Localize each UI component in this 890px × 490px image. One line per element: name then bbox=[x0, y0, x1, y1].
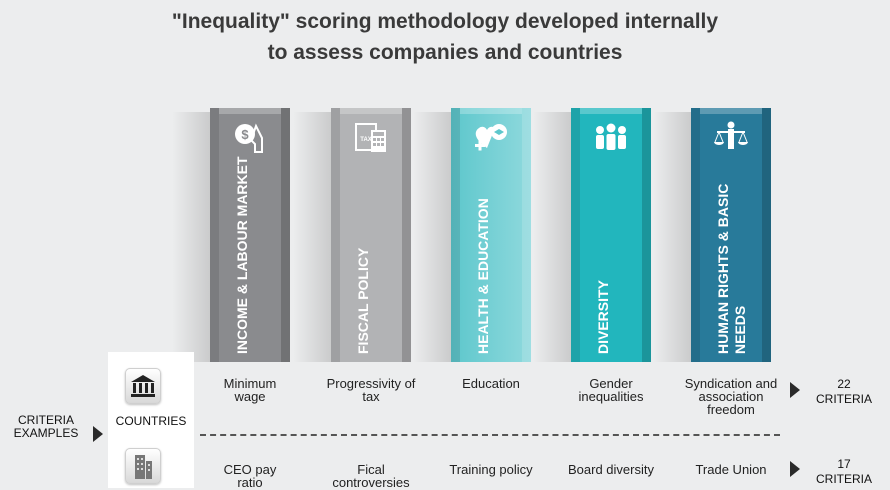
companies-count-number: 17 bbox=[837, 457, 851, 471]
pillar-income-labour: $ INCOME & LABOUR MARKET bbox=[172, 108, 290, 362]
health-education-icon bbox=[475, 124, 507, 151]
pillar-human-rights: HUMAN RIGHTS & BASIC NEEDS bbox=[653, 108, 771, 362]
svg-text:$: $ bbox=[241, 127, 249, 142]
company-criterion: Board diversity bbox=[568, 462, 654, 477]
companies-criteria-count: 17 CRITERIA bbox=[808, 457, 880, 487]
countries-label: COUNTRIES bbox=[115, 414, 187, 428]
justice-scales-icon bbox=[714, 121, 748, 149]
country-criterion: Progressivity of tax bbox=[326, 376, 416, 404]
office-building-icon bbox=[135, 455, 152, 479]
pillar-label: HEALTH & EDUCATION bbox=[475, 198, 491, 354]
pillar-label: FISCAL POLICY bbox=[355, 247, 371, 354]
company-criterion: CEO pay ratio bbox=[223, 462, 277, 490]
companies-icon-box bbox=[125, 448, 161, 484]
people-group-icon bbox=[596, 123, 626, 150]
countries-criteria-count: 22 CRITERIA bbox=[808, 377, 880, 407]
criteria-arrow-icon bbox=[93, 426, 103, 442]
government-building-icon bbox=[131, 375, 155, 397]
title-line-2: to assess companies and countries bbox=[267, 41, 623, 64]
countries-count-label: CRITERIA bbox=[815, 392, 872, 406]
country-criterion: Education bbox=[462, 376, 520, 391]
page-title: "Inequality" scoring methodology develop… bbox=[0, 6, 890, 68]
title-line-1: "Inequality" scoring methodology develop… bbox=[171, 10, 719, 33]
countries-arrow-icon bbox=[790, 382, 800, 398]
pillar-label: DIVERSITY bbox=[595, 280, 611, 354]
tax-calculator-icon: TAX bbox=[355, 123, 386, 152]
svg-text:TAX: TAX bbox=[360, 137, 372, 143]
country-criterion: Minimum wage bbox=[223, 376, 277, 404]
pillar-label: HUMAN RIGHTS & BASIC NEEDS bbox=[715, 183, 748, 354]
company-criterion: Training policy bbox=[449, 462, 533, 477]
criteria-examples-label: CRITERIA EXAMPLES bbox=[13, 413, 79, 440]
companies-count-label: CRITERIA bbox=[815, 472, 872, 486]
pillar-fiscal-policy: TAX FISCAL POLICY bbox=[293, 108, 411, 362]
countries-icon-box bbox=[125, 368, 161, 404]
companies-arrow-icon bbox=[790, 461, 800, 477]
company-criterion: Fical controversies bbox=[332, 462, 410, 490]
pillar-diversity: DIVERSITY bbox=[533, 108, 651, 362]
pillar-health-education: HEALTH & EDUCATION bbox=[413, 108, 531, 362]
row-divider bbox=[200, 434, 780, 436]
country-criterion: Gender inequalities bbox=[578, 376, 644, 404]
countries-count-number: 22 bbox=[837, 377, 851, 391]
company-criterion: Trade Union bbox=[695, 462, 767, 477]
pillar-label: INCOME & LABOUR MARKET bbox=[234, 156, 250, 354]
money-hand-icon: $ bbox=[235, 123, 263, 153]
country-criterion: Syndication and association freedom bbox=[684, 376, 778, 417]
